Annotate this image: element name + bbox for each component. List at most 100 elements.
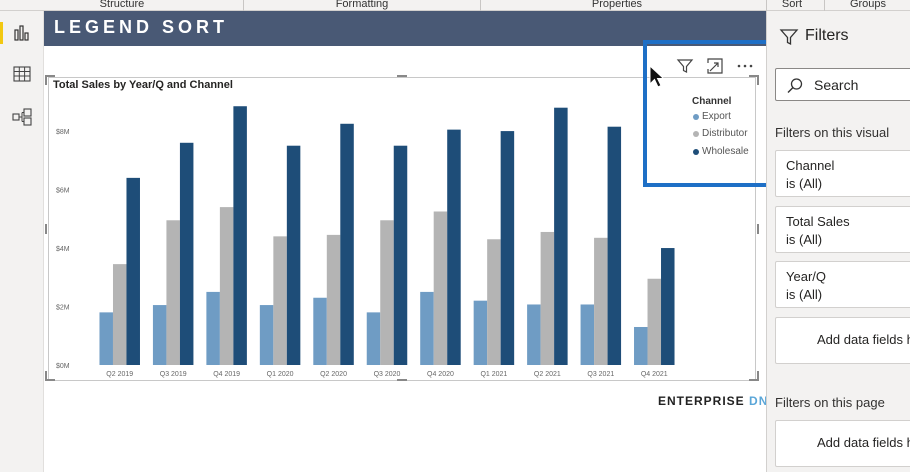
resize-handle-tr-v[interactable] <box>757 75 759 85</box>
bar-export-q4-2019[interactable] <box>206 291 220 365</box>
add-data-fields-visual[interactable]: Add data fields h <box>775 317 910 364</box>
bar-distributor-q2-2020[interactable] <box>326 234 341 365</box>
bar-distributor-q2-2021[interactable] <box>540 231 555 365</box>
bar-wholesale-q3-2019[interactable] <box>179 142 194 365</box>
filter-card-channel[interactable]: Channel is (All) <box>775 150 910 197</box>
resize-handle-bl[interactable] <box>45 379 55 381</box>
x-tick-label: Q4 2019 <box>213 371 240 378</box>
bar-export-q4-2020[interactable] <box>420 291 434 365</box>
page-title: LEGEND SORT <box>54 17 229 37</box>
bar-export-q3-2019[interactable] <box>152 305 167 365</box>
legend-item-export[interactable]: Export <box>693 111 731 122</box>
resize-handle-br-v[interactable] <box>757 371 759 381</box>
filter-card-year-q-name: Year/Q <box>786 269 826 284</box>
bar-wholesale-q1-2021[interactable] <box>500 131 515 365</box>
bar-distributor-q3-2020[interactable] <box>380 220 394 365</box>
x-tick-label: Q4 2021 <box>641 371 668 378</box>
resize-handle-right[interactable] <box>757 224 759 234</box>
filter-card-total-sales[interactable]: Total Sales is (All) <box>775 206 910 253</box>
x-tick-label: Q2 2020 <box>320 371 347 378</box>
legend-label-wholesale: Wholesale <box>702 146 749 157</box>
add-data-fields-page-label: Add data fields h <box>817 435 910 450</box>
add-data-fields-page[interactable]: Add data fields h <box>775 420 910 467</box>
bar-wholesale-q4-2021[interactable] <box>661 248 675 365</box>
y-tick-label: $6M <box>56 188 70 195</box>
legend-title: Channel <box>692 96 732 107</box>
resize-handle-tl-v[interactable] <box>45 75 47 85</box>
filter-card-channel-state: is (All) <box>786 176 823 191</box>
ribbon-sort[interactable]: Sort <box>781 0 803 10</box>
search-icon <box>787 78 803 93</box>
x-tick-label: Q3 2019 <box>160 371 187 378</box>
bar-wholesale-q2-2020[interactable] <box>340 123 354 365</box>
bar-export-q2-2021[interactable] <box>527 304 541 365</box>
resize-handle-tr[interactable] <box>749 75 759 77</box>
bar-export-q3-2020[interactable] <box>366 312 381 365</box>
bar-distributor-q4-2021[interactable] <box>647 278 662 365</box>
logo-brand: ENTERPRISE <box>658 394 745 408</box>
bar-export-q2-2020[interactable] <box>313 297 327 365</box>
view-switcher <box>0 11 44 472</box>
bar-wholesale-q4-2020[interactable] <box>447 129 461 365</box>
filters-pane: Filters Search Filters on this visual Ch… <box>766 11 910 472</box>
bar-export-q4-2021[interactable] <box>634 326 648 365</box>
legend-item-distributor[interactable]: Distributor <box>693 128 748 139</box>
bar-export-q1-2020[interactable] <box>259 305 274 365</box>
bar-wholesale-q3-2021[interactable] <box>607 126 622 366</box>
y-tick-label: $0M <box>56 363 70 370</box>
bar-wholesale-q2-2021[interactable] <box>554 107 568 365</box>
filter-card-total-sales-state: is (All) <box>786 232 823 247</box>
legend-label-export: Export <box>702 111 731 122</box>
legend-highlight-box <box>643 40 773 187</box>
bar-wholesale-q4-2019[interactable] <box>233 106 247 365</box>
data-view-button[interactable] <box>9 61 35 87</box>
resize-handle-left[interactable] <box>45 224 47 234</box>
resize-handle-tl[interactable] <box>45 75 55 77</box>
legend-marker-wholesale <box>693 148 699 155</box>
x-tick-label: Q1 2020 <box>267 371 294 378</box>
filter-card-year-q[interactable]: Year/Q is (All) <box>775 261 910 308</box>
bar-distributor-q3-2019[interactable] <box>166 220 180 365</box>
clustered-column-chart-visual[interactable]: Total Sales by Year/Q and Channel $0M $2M… <box>45 75 759 381</box>
filter-card-year-q-state: is (All) <box>786 287 823 302</box>
resize-handle-top[interactable] <box>397 75 407 77</box>
report-view-button[interactable] <box>0 20 35 46</box>
bar-export-q1-2021[interactable] <box>473 300 488 365</box>
x-tick-label: Q4 2020 <box>427 371 454 378</box>
bar-export-q2-2019[interactable] <box>99 312 113 365</box>
resize-handle-bl-v[interactable] <box>45 371 47 381</box>
ribbon-groups[interactable]: Groups <box>849 0 887 10</box>
bar-distributor-q1-2020[interactable] <box>273 236 287 365</box>
more-options-icon[interactable] <box>736 57 754 75</box>
model-view-button[interactable] <box>9 104 35 130</box>
chart-plot: $0M $2M $4M $6M $8M Q2 2019 Q3 2019 Q4 2019 Q1 2… <box>56 106 675 378</box>
filter-icon[interactable] <box>676 57 694 75</box>
bar-distributor-q4-2019[interactable] <box>219 207 234 365</box>
bar-distributor-q1-2021[interactable] <box>487 239 501 365</box>
x-tick-label: Q1 2021 <box>480 371 507 378</box>
filter-funnel-icon <box>779 29 799 46</box>
legend-label-distributor: Distributor <box>702 128 748 139</box>
bar-distributor-q2-2019[interactable] <box>112 264 127 365</box>
legend-item-wholesale[interactable]: Wholesale <box>693 146 749 157</box>
focus-mode-icon[interactable] <box>706 57 724 75</box>
legend-marker-distributor <box>693 130 699 137</box>
ribbon-formatting[interactable]: Formatting <box>335 0 389 10</box>
bar-chart-icon <box>14 25 29 41</box>
resize-handle-br[interactable] <box>749 379 759 381</box>
add-data-fields-visual-label: Add data fields h <box>817 332 910 347</box>
x-tick-label: Q3 2020 <box>374 371 401 378</box>
ribbon-group-labels: Structure Formatting Properties Sort Gro… <box>0 0 910 11</box>
bar-wholesale-q3-2020[interactable] <box>393 145 408 365</box>
model-diagram-icon <box>12 108 32 126</box>
bar-wholesale-q2-2019[interactable] <box>126 177 140 365</box>
filters-search-box[interactable]: Search <box>775 68 910 101</box>
bar-distributor-q4-2020[interactable] <box>433 211 448 365</box>
bar-wholesale-q1-2020[interactable] <box>286 145 301 365</box>
resize-handle-bottom[interactable] <box>397 379 407 381</box>
bar-export-q3-2021[interactable] <box>580 304 595 365</box>
bar-distributor-q3-2021[interactable] <box>594 237 608 365</box>
ribbon-structure[interactable]: Structure <box>99 0 145 10</box>
ribbon-properties[interactable]: Properties <box>591 0 643 10</box>
